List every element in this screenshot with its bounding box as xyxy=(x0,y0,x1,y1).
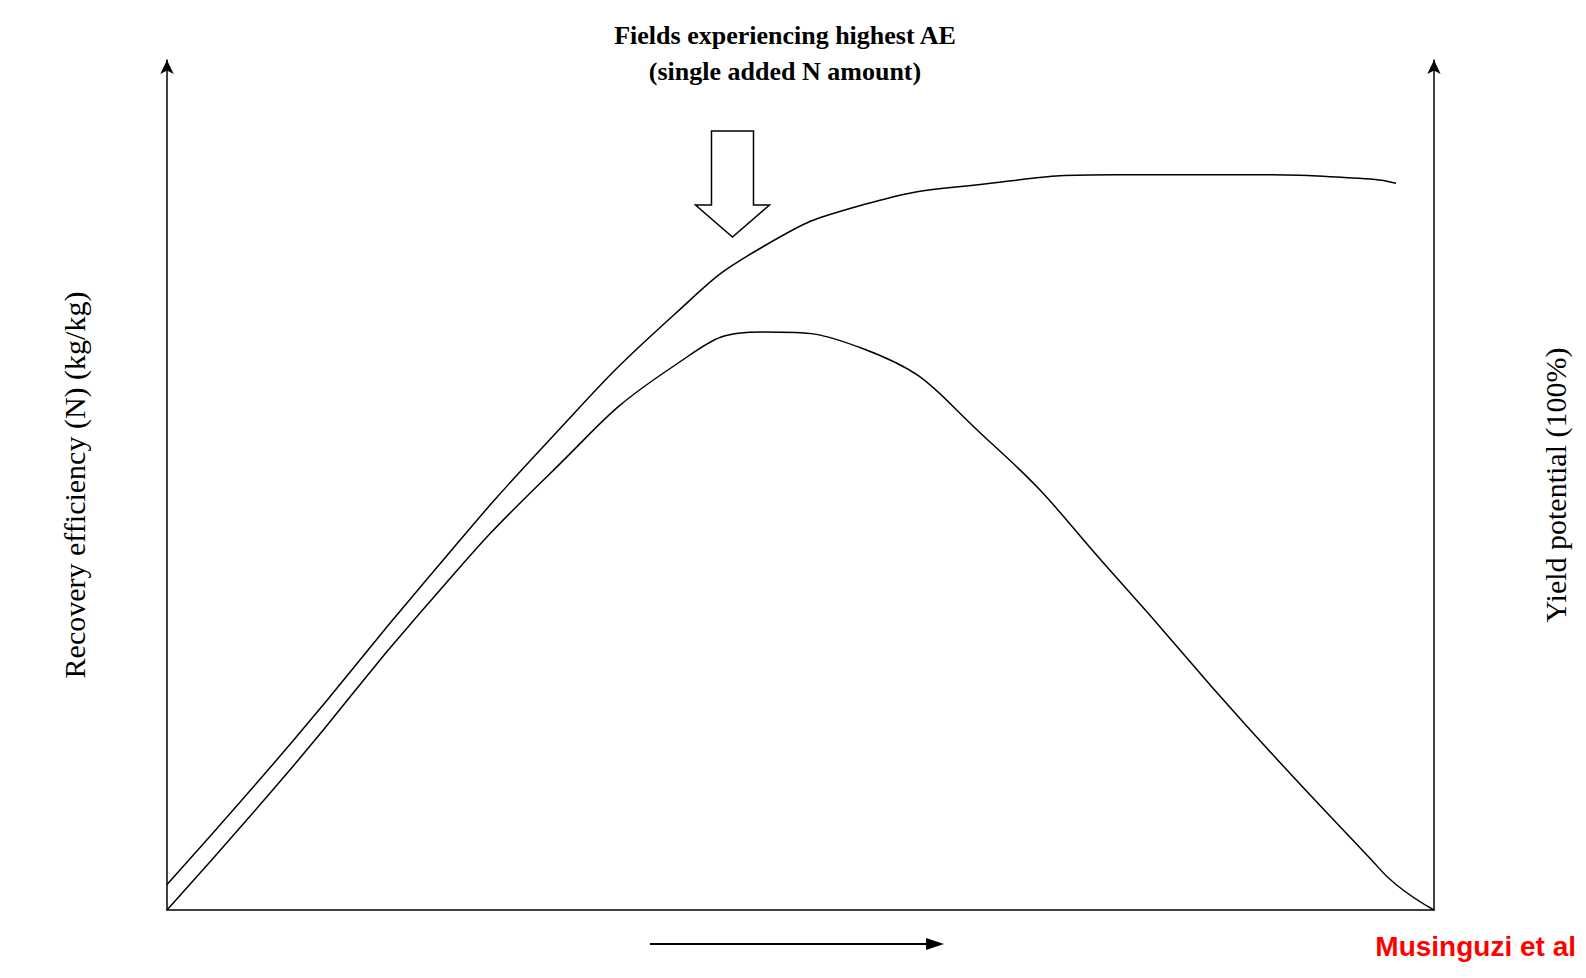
svg-text:Recovery efficiency (N) (kg/kg: Recovery efficiency (N) (kg/kg) xyxy=(58,292,92,679)
svg-text:(single added N amount): (single added N amount) xyxy=(649,57,921,86)
svg-text:Fields experiencing highest AE: Fields experiencing highest AE xyxy=(614,21,956,50)
svg-text:Yield potential (100%): Yield potential (100%) xyxy=(1539,348,1573,623)
svg-text:Musinguzi et al: Musinguzi et al xyxy=(1375,931,1576,962)
